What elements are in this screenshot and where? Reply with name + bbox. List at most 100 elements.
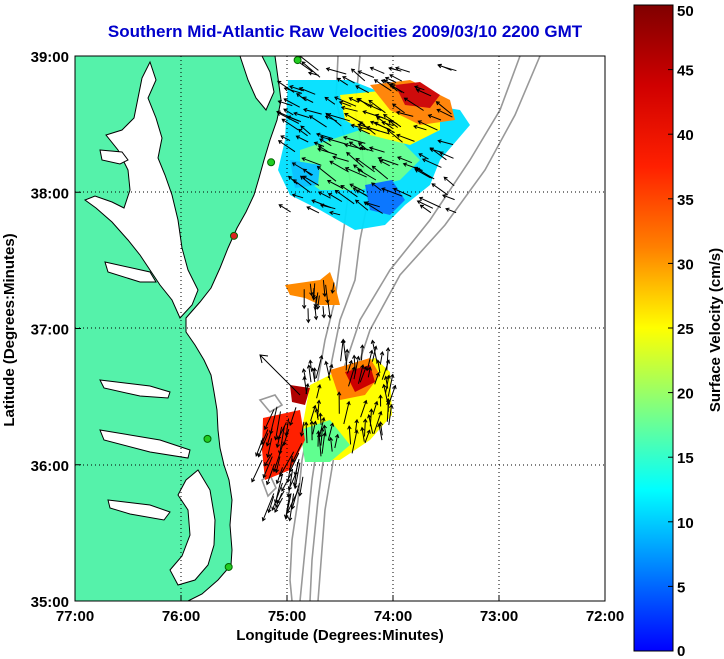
velocity-vector bbox=[381, 359, 391, 380]
velocity-vector bbox=[343, 400, 351, 425]
velocity-vector bbox=[389, 74, 403, 82]
velocity-vector bbox=[386, 397, 391, 412]
velocity-vector bbox=[313, 141, 325, 147]
velocity-vector bbox=[309, 420, 315, 441]
velocity-vector bbox=[381, 187, 403, 197]
colorbar bbox=[633, 4, 674, 652]
velocity-vector bbox=[279, 451, 295, 478]
velocity-vector bbox=[388, 119, 399, 128]
chart-title: Southern Mid-Atlantic Raw Velocities 200… bbox=[107, 22, 583, 41]
velocity-vector bbox=[362, 418, 368, 437]
velocity-vector bbox=[350, 68, 366, 82]
velocity-vector bbox=[388, 403, 394, 426]
y-tick-label: 38:00 bbox=[31, 185, 69, 202]
velocity-vector bbox=[283, 108, 294, 116]
velocity-vector bbox=[278, 204, 291, 213]
velocity-vector bbox=[277, 99, 293, 107]
velocity-vector bbox=[265, 463, 275, 486]
velocity-vector bbox=[296, 93, 307, 102]
velocity-vector bbox=[358, 364, 365, 384]
velocity-vector bbox=[336, 77, 349, 86]
velocity-vector bbox=[368, 99, 386, 114]
velocity-vector bbox=[384, 76, 397, 83]
colorbar-tick-label: 5 bbox=[677, 579, 685, 596]
velocity-vector bbox=[357, 168, 377, 181]
velocity-vector bbox=[344, 143, 366, 151]
velocity-vector bbox=[321, 306, 326, 319]
colorbar-tick-label: 10 bbox=[677, 515, 694, 532]
velocity-vector bbox=[334, 433, 340, 449]
velocity-vector bbox=[283, 494, 291, 519]
velocity-vector bbox=[357, 142, 368, 151]
velocity-vector bbox=[329, 160, 349, 173]
velocity-vector bbox=[293, 111, 310, 119]
velocity-vector bbox=[354, 418, 359, 431]
velocity-vector bbox=[277, 426, 285, 455]
velocity-vector bbox=[271, 482, 283, 511]
chesapeake-bay bbox=[83, 60, 199, 319]
velocity-vector bbox=[342, 76, 355, 84]
velocity-vector bbox=[341, 338, 347, 361]
colorbar-tick-label: 40 bbox=[677, 127, 694, 144]
radar-station-marker bbox=[224, 562, 233, 571]
velocity-vector bbox=[334, 189, 355, 205]
velocity-vector bbox=[340, 105, 358, 112]
velocity-vector bbox=[306, 364, 312, 383]
velocity-vector bbox=[322, 280, 327, 298]
velocity-vector bbox=[348, 97, 360, 103]
velocity-vector bbox=[297, 476, 304, 497]
velocity-vector bbox=[415, 167, 433, 179]
velocity-vector bbox=[269, 406, 278, 435]
colorbar-tick-label: 30 bbox=[677, 256, 694, 273]
velocity-vector bbox=[330, 282, 335, 294]
velocity-vector bbox=[359, 121, 376, 135]
velocity-vector bbox=[299, 421, 305, 437]
radar-station-marker bbox=[230, 231, 238, 240]
velocity-vector bbox=[342, 135, 366, 144]
velocity-vector bbox=[302, 175, 320, 186]
velocity-vector bbox=[417, 120, 438, 131]
velocity-vector bbox=[310, 367, 316, 383]
velocity-vector bbox=[371, 182, 382, 191]
velocity-vector bbox=[436, 108, 453, 118]
velocity-vector bbox=[317, 191, 331, 199]
velocity-vector bbox=[394, 66, 410, 73]
velocity-vector bbox=[316, 165, 337, 182]
velocity-vector bbox=[427, 114, 442, 121]
land bbox=[75, 56, 282, 601]
river bbox=[104, 261, 157, 283]
velocity-vector bbox=[445, 207, 457, 214]
velocity-vector bbox=[298, 87, 316, 95]
velocity-vector bbox=[251, 459, 263, 483]
velocity-vector bbox=[280, 135, 291, 142]
velocity-vector bbox=[328, 436, 334, 452]
velocity-vector bbox=[374, 371, 380, 385]
velocity-vector bbox=[395, 110, 414, 117]
pamlico-sound bbox=[169, 469, 216, 586]
velocity-vector bbox=[418, 196, 442, 208]
velocity-vector bbox=[441, 194, 455, 201]
velocity-vector bbox=[372, 400, 379, 415]
velocity-vector bbox=[286, 489, 300, 514]
velocity-vector bbox=[413, 85, 425, 91]
velocity-vector bbox=[303, 421, 309, 444]
velocity-vector bbox=[266, 438, 273, 459]
velocity-vector bbox=[355, 157, 375, 173]
velocity-vector bbox=[336, 391, 342, 414]
velocity-vector bbox=[360, 426, 365, 442]
velocity-vector bbox=[295, 135, 309, 143]
colorbar-tick-label: 45 bbox=[677, 63, 694, 80]
velocity-vector bbox=[257, 433, 269, 458]
velocity-vector bbox=[282, 429, 290, 447]
velocity-vector bbox=[353, 355, 361, 380]
velocity-vector bbox=[344, 167, 367, 178]
velocity-vector bbox=[357, 97, 370, 107]
velocity-vector bbox=[319, 135, 333, 141]
velocity-vector bbox=[261, 493, 275, 522]
velocity-vector bbox=[369, 66, 385, 74]
velocity-vector bbox=[379, 351, 385, 365]
velocity-vector bbox=[327, 422, 335, 441]
velocity-vector bbox=[317, 145, 329, 153]
velocity-vector bbox=[344, 348, 350, 371]
